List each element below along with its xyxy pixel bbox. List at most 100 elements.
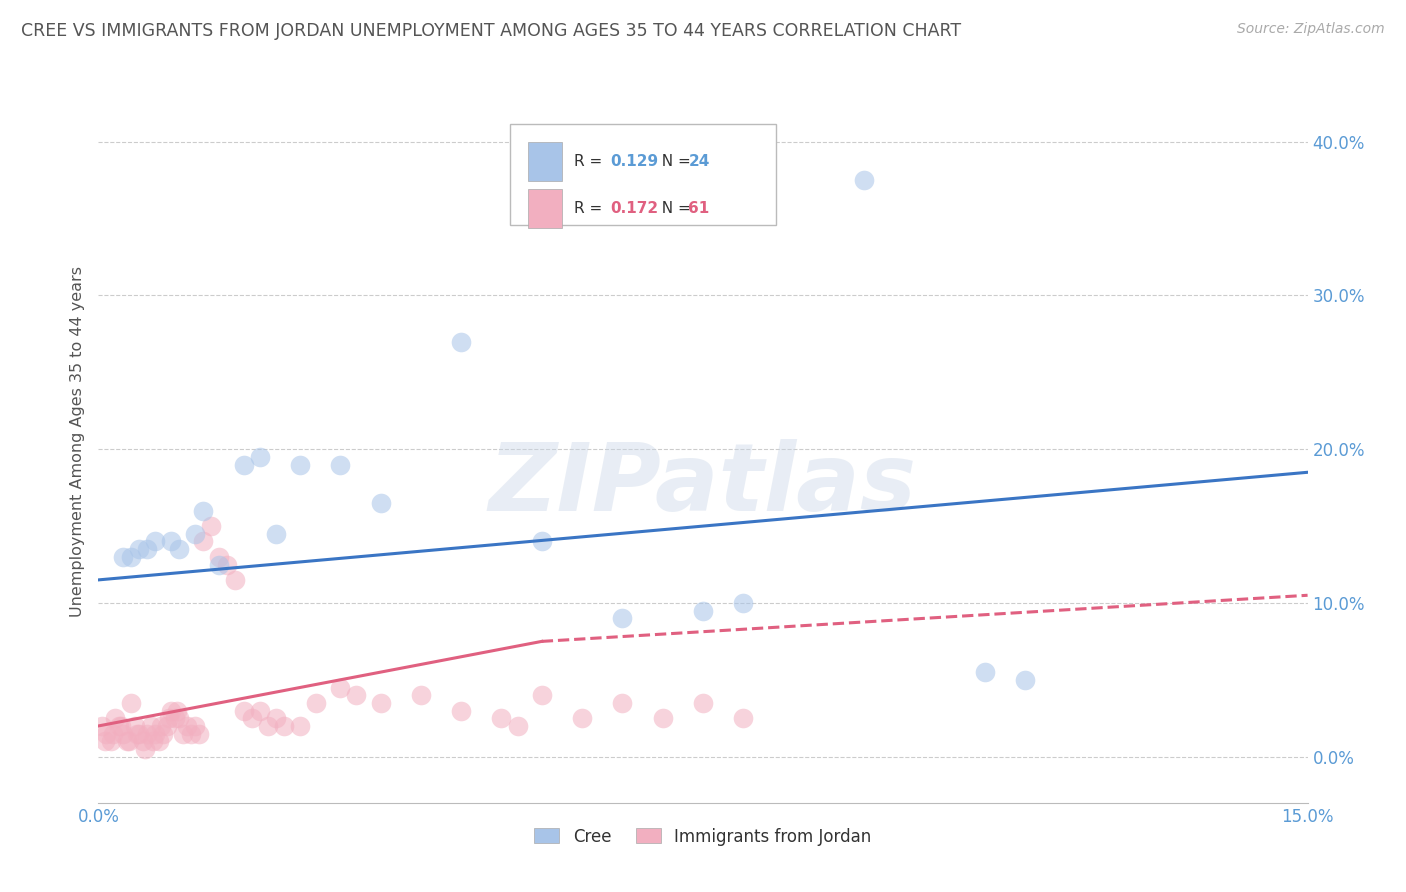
Point <box>115 734 138 748</box>
Point <box>651 711 673 725</box>
Point <box>273 719 295 733</box>
Point <box>163 711 186 725</box>
Point <box>370 496 392 510</box>
Point <box>409 688 432 702</box>
Point <box>120 696 142 710</box>
Point <box>156 719 179 733</box>
Point <box>193 504 215 518</box>
Point <box>184 526 207 541</box>
Point <box>107 719 129 733</box>
Point <box>370 696 392 710</box>
Point <box>91 719 114 733</box>
Point <box>160 534 183 549</box>
Point <box>692 696 714 710</box>
Text: N =: N = <box>652 154 696 169</box>
Point <box>160 704 183 718</box>
Point <box>103 711 125 725</box>
Point <box>692 604 714 618</box>
Point <box>111 726 134 740</box>
Point <box>124 719 146 733</box>
Text: 61: 61 <box>689 201 710 216</box>
Point <box>491 711 513 725</box>
Point <box>200 519 222 533</box>
Point <box>612 611 634 625</box>
Point <box>1014 673 1036 687</box>
Bar <box>527 188 561 228</box>
Point <box>974 665 997 680</box>
Point <box>132 734 155 748</box>
Point <box>249 450 271 464</box>
Point <box>184 719 207 733</box>
Point <box>612 696 634 710</box>
Text: N =: N = <box>652 201 696 216</box>
Point <box>157 711 180 725</box>
Point <box>571 711 593 725</box>
Point <box>208 549 231 564</box>
Point <box>127 726 149 740</box>
Point <box>188 726 211 740</box>
Point <box>450 334 472 349</box>
Point <box>217 558 239 572</box>
Point <box>256 719 278 733</box>
Point <box>148 734 170 748</box>
Point <box>305 696 328 710</box>
Point <box>329 681 352 695</box>
Point <box>152 726 174 740</box>
Point <box>135 726 157 740</box>
FancyBboxPatch shape <box>509 124 776 225</box>
Point <box>733 596 755 610</box>
Point <box>249 704 271 718</box>
Text: 0.172: 0.172 <box>610 201 658 216</box>
Text: 0.129: 0.129 <box>610 154 658 169</box>
Point <box>150 719 173 733</box>
Point <box>118 734 141 748</box>
Point <box>530 534 553 549</box>
Point <box>167 711 190 725</box>
Point <box>134 742 156 756</box>
Text: 24: 24 <box>689 154 710 169</box>
Point <box>224 573 246 587</box>
Text: R =: R = <box>574 201 607 216</box>
Point <box>172 726 194 740</box>
Text: ZIPatlas: ZIPatlas <box>489 439 917 531</box>
Point <box>110 719 132 733</box>
Point <box>264 526 287 541</box>
Point <box>733 711 755 725</box>
Point <box>288 719 311 733</box>
Point <box>506 719 529 733</box>
Point <box>329 458 352 472</box>
Point <box>128 726 150 740</box>
Point <box>232 458 254 472</box>
Point <box>143 534 166 549</box>
Point <box>288 458 311 472</box>
Legend: Cree, Immigrants from Jordan: Cree, Immigrants from Jordan <box>527 821 879 852</box>
Point <box>143 726 166 740</box>
Point <box>176 719 198 733</box>
Point <box>139 719 162 733</box>
Point <box>344 688 367 702</box>
Point <box>142 734 165 748</box>
Point <box>135 542 157 557</box>
Point <box>166 704 188 718</box>
Text: R =: R = <box>574 154 607 169</box>
Point <box>853 173 876 187</box>
Point <box>111 549 134 564</box>
Point <box>264 711 287 725</box>
Bar <box>527 142 561 181</box>
Point <box>96 726 118 740</box>
Point <box>193 534 215 549</box>
Text: CREE VS IMMIGRANTS FROM JORDAN UNEMPLOYMENT AMONG AGES 35 TO 44 YEARS CORRELATIO: CREE VS IMMIGRANTS FROM JORDAN UNEMPLOYM… <box>21 22 962 40</box>
Point <box>450 704 472 718</box>
Point <box>240 711 263 725</box>
Point <box>128 542 150 557</box>
Point <box>208 558 231 572</box>
Point <box>120 549 142 564</box>
Point <box>180 726 202 740</box>
Point <box>94 734 117 748</box>
Point <box>101 726 124 740</box>
Point <box>100 734 122 748</box>
Y-axis label: Unemployment Among Ages 35 to 44 years: Unemployment Among Ages 35 to 44 years <box>69 266 84 617</box>
Point <box>167 542 190 557</box>
Text: Source: ZipAtlas.com: Source: ZipAtlas.com <box>1237 22 1385 37</box>
Point <box>530 688 553 702</box>
